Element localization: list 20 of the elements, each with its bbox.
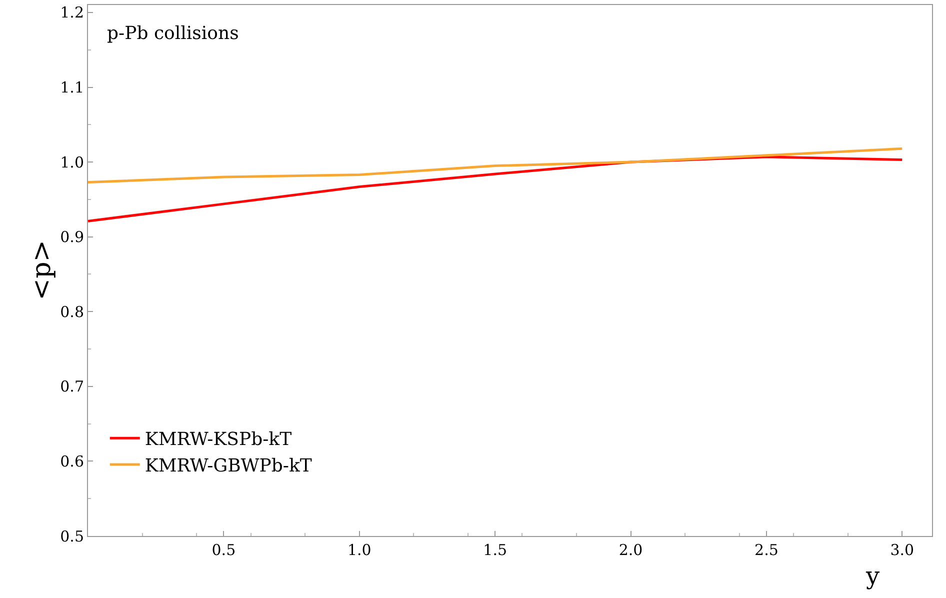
y-tick-label: 0.7 bbox=[60, 378, 84, 396]
x-tick-label: 2.0 bbox=[618, 541, 643, 559]
legend-label: KMRW-KSPb-kT bbox=[144, 429, 292, 450]
y-tick-label: 1.0 bbox=[60, 153, 84, 172]
x-tick-label: 3.0 bbox=[890, 541, 914, 559]
y-tick-label: 0.6 bbox=[60, 452, 84, 470]
x-tick-label: 1.0 bbox=[347, 541, 372, 559]
x-tick-label: 2.5 bbox=[754, 541, 778, 559]
y-tick-label: 0.8 bbox=[60, 302, 84, 321]
y-tick-label: 1.2 bbox=[60, 4, 84, 22]
y-tick-label: 1.1 bbox=[60, 78, 84, 97]
x-tick-label: 0.5 bbox=[212, 541, 236, 559]
legend-label: KMRW-GBWPb-kT bbox=[144, 456, 312, 477]
line-series bbox=[88, 147, 904, 184]
y-axis-title: <p> bbox=[27, 240, 58, 300]
annotation: p-Pb collisions bbox=[107, 23, 239, 44]
y-tick-label: 0.9 bbox=[60, 228, 84, 246]
x-tick-label: 1.5 bbox=[483, 541, 507, 559]
y-tick-label: 0.5 bbox=[60, 527, 84, 546]
x-axis-title: y bbox=[865, 562, 880, 590]
